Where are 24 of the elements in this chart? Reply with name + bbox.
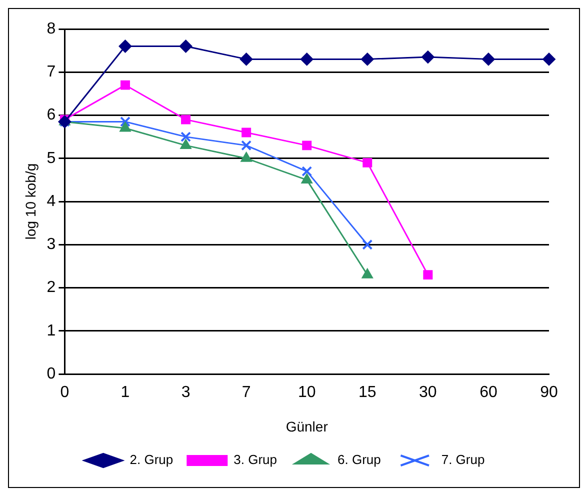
- y-tick-label: 0: [46, 365, 56, 382]
- legend-label: 7. Grup: [441, 452, 485, 468]
- x-tick-label: 90: [540, 384, 558, 402]
- x-tick-label: 60: [480, 384, 498, 402]
- y-tick-label: 6: [46, 106, 56, 124]
- y-axis-title: log 10 kob/g: [22, 163, 38, 240]
- legend-label: 2. Grup: [130, 452, 174, 468]
- y-tick-label: 8: [46, 20, 56, 38]
- y-tick-label: 4: [46, 192, 56, 210]
- x-tick-label: 10: [298, 384, 316, 402]
- legend-label: 6. Grup: [338, 452, 381, 468]
- legend-label: 3. Grup: [234, 452, 278, 468]
- y-tick-label: 3: [46, 236, 56, 254]
- x-tick-label: 30: [419, 384, 437, 402]
- x-tick-label: 7: [242, 384, 251, 402]
- x-tick-label: 1: [120, 384, 130, 402]
- x-tick-label: 3: [181, 384, 190, 402]
- y-tick-label: 2: [46, 279, 56, 296]
- x-tick-label: 15: [358, 384, 376, 402]
- x-axis-title: Günler: [286, 418, 328, 434]
- x-tick-label: 0: [60, 384, 70, 402]
- y-tick-label: 1: [46, 322, 56, 340]
- y-tick-label: 7: [46, 64, 56, 81]
- y-tick-label: 5: [46, 150, 56, 167]
